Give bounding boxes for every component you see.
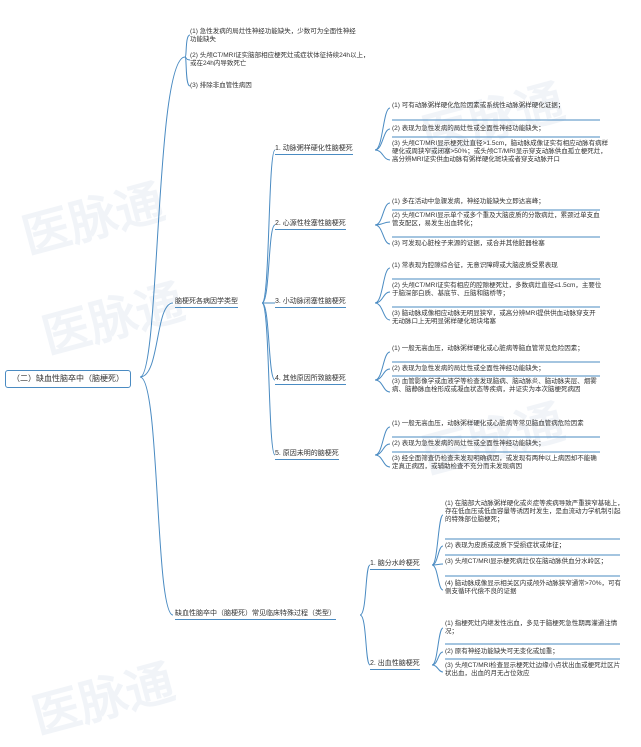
b-sub5-label: 5. 原因未明的脑梗死 [275, 450, 339, 460]
b-sub4-i2: (2) 表现为急性发病的局灶性或全面性神经功能缺失； [392, 365, 602, 373]
branch-a-item1: (1) 急性发病的局灶性神经功能缺失，少数可为全面性神经功能缺失 [190, 28, 360, 44]
b-sub3-i3: (3) 脑动脉成像相应动脉无明显狭窄，或高分辨MRI提供供血动脉穿支开无动脉口上… [392, 310, 602, 326]
b-sub3-i1: (1) 常表现为腔隙综合征，无意识障碍或大脑皮质受累表现 [392, 262, 602, 270]
b-sub2-i2: (2) 头颅CT/MRI显示单个或多个重及大脑皮质的分散病灶，累颈过单支血管支配… [392, 212, 602, 228]
c-sub1-i1: (1) 在脑部大动脉粥样硬化或炎症等疾病导致严重狭窄基础上，存在低血压或低血容量… [445, 500, 625, 523]
b-sub4-i3: (3) 血管影像学或血液学等检查发现脑病、脑动脉炎、脑动脉夹层、烟雾病、脑静脉血… [392, 378, 602, 394]
b-sub1-i2: (2) 表现为急性发病的局灶性或全面性神经功能缺失； [392, 125, 602, 133]
b-sub3-i2: (2) 头颅CT/MRI证实有相应的腔隙梗死灶，多数病灶直径≤1.5cm，主要位… [392, 282, 602, 298]
c-sub2-i2: (2) 原有神经功能缺失可无变化或加重； [445, 648, 625, 656]
b-sub1-label: 1. 动脉粥样硬化性脑梗死 [275, 145, 353, 155]
b-sub2-i1: (1) 多在活动中急骤发病，神经功能缺失立即达高峰； [392, 198, 602, 206]
c-sub1-i3: (3) 头颅CT/MRI显示梗死病灶仅在脑动脉供血分水岭区； [445, 558, 625, 566]
b-sub5-i1: (1) 一般无高血压，动脉粥样硬化或心脏病等常见脑血管病危险因素 [392, 420, 602, 428]
branch-b-label: 脑梗死各病因学类型 [175, 298, 238, 308]
b-sub4-label: 4. 其他原因所致脑梗死 [275, 375, 346, 385]
b-sub2-label: 2. 心源性栓塞性脑梗死 [275, 220, 346, 230]
c-sub1-i4: (4) 脑动脉成像显示相关区内或颅外动脉狭窄通常>70%，可有侧支循环代偿不良的… [445, 580, 625, 596]
branch-c-label: 缺血性脑卒中（脑梗死）常见临床特殊过程（类型） [175, 610, 336, 620]
b-sub5-i3: (3) 经全面筛查仍检查未发现明确病因，或发现有两种以上病因却不能确定真正病因，… [392, 455, 602, 471]
c-sub1-i2: (2) 表现为皮质或皮质下受损症状或体征； [445, 542, 625, 550]
b-sub1-i3: (3) 头颅CT/MRI显示梗死灶直径>1.5cm，脑动脉成像证实有相应动脉有病… [392, 140, 612, 163]
c-sub2-i1: (1) 指梗死灶内继发性出血，多见于脑梗死急性期再灌通注情况； [445, 620, 625, 636]
branch-a-item3: (3) 排除非血管性病因 [190, 82, 252, 90]
branch-a-item2: (2) 头颅CT/MRI证实脑部相应梗死灶或症状体征持续24h以上，或在24h内… [190, 52, 370, 68]
b-sub5-i2: (2) 表现为急性发病的局灶性或全面性神经功能缺失； [392, 440, 602, 448]
b-sub3-label: 3. 小动脉闭塞性脑梗死 [275, 298, 346, 308]
c-sub2-label: 2. 出血性脑梗死 [370, 660, 420, 670]
root-node: （二）缺血性脑卒中（脑梗死） [5, 370, 131, 388]
c-sub1-label: 1. 脑分水岭梗死 [370, 560, 420, 570]
c-sub2-i3: (3) 头颅CT/MRI检查显示梗死灶边缘小点状出血或梗死灶区片状出血，出血的月… [445, 662, 625, 678]
b-sub1-i1: (1) 可有动脉粥样硬化危险因素或系统性动脉粥样硬化证据； [392, 102, 592, 110]
b-sub2-i3: (3) 可发现心脏栓子来源的证据，或合并其他脏器栓塞 [392, 240, 602, 248]
b-sub4-i1: (1) 一般无高血压，动脉粥样硬化或心脏病等脑血管常见危险因素； [392, 345, 602, 353]
